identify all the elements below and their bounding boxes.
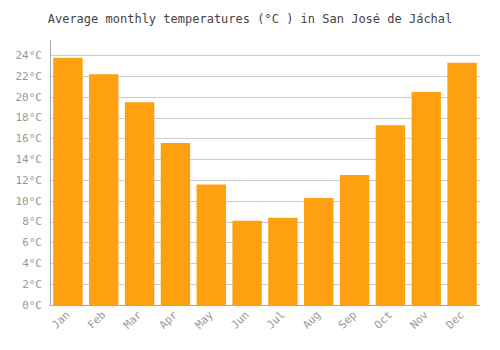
svg-text:Oct: Oct bbox=[372, 308, 395, 331]
svg-text:6°C: 6°C bbox=[22, 236, 42, 249]
svg-text:Dec: Dec bbox=[443, 308, 466, 331]
svg-text:20°C: 20°C bbox=[16, 91, 43, 104]
svg-text:Aug: Aug bbox=[300, 308, 323, 331]
svg-text:4°C: 4°C bbox=[22, 257, 42, 270]
svg-text:Jan: Jan bbox=[49, 308, 72, 331]
svg-text:22°C: 22°C bbox=[16, 70, 43, 83]
svg-text:Average monthly temperatures (: Average monthly temperatures (°C ) in Sa… bbox=[48, 12, 453, 26]
svg-text:24°C: 24°C bbox=[16, 49, 43, 62]
svg-text:Apr: Apr bbox=[157, 308, 180, 331]
svg-text:Nov: Nov bbox=[408, 308, 431, 331]
svg-text:Jun: Jun bbox=[228, 308, 251, 331]
svg-text:8°C: 8°C bbox=[22, 215, 42, 228]
svg-text:Feb: Feb bbox=[85, 308, 108, 331]
svg-text:Mar: Mar bbox=[121, 308, 144, 331]
svg-text:Sep: Sep bbox=[336, 308, 359, 331]
svg-text:May: May bbox=[193, 308, 216, 331]
svg-text:12°C: 12°C bbox=[16, 174, 43, 187]
svg-text:Jul: Jul bbox=[264, 308, 287, 331]
svg-text:0°C: 0°C bbox=[22, 299, 42, 312]
svg-text:10°C: 10°C bbox=[16, 195, 43, 208]
svg-text:2°C: 2°C bbox=[22, 278, 42, 291]
svg-text:16°C: 16°C bbox=[16, 132, 43, 145]
svg-text:18°C: 18°C bbox=[16, 111, 43, 124]
svg-text:14°C: 14°C bbox=[16, 153, 43, 166]
